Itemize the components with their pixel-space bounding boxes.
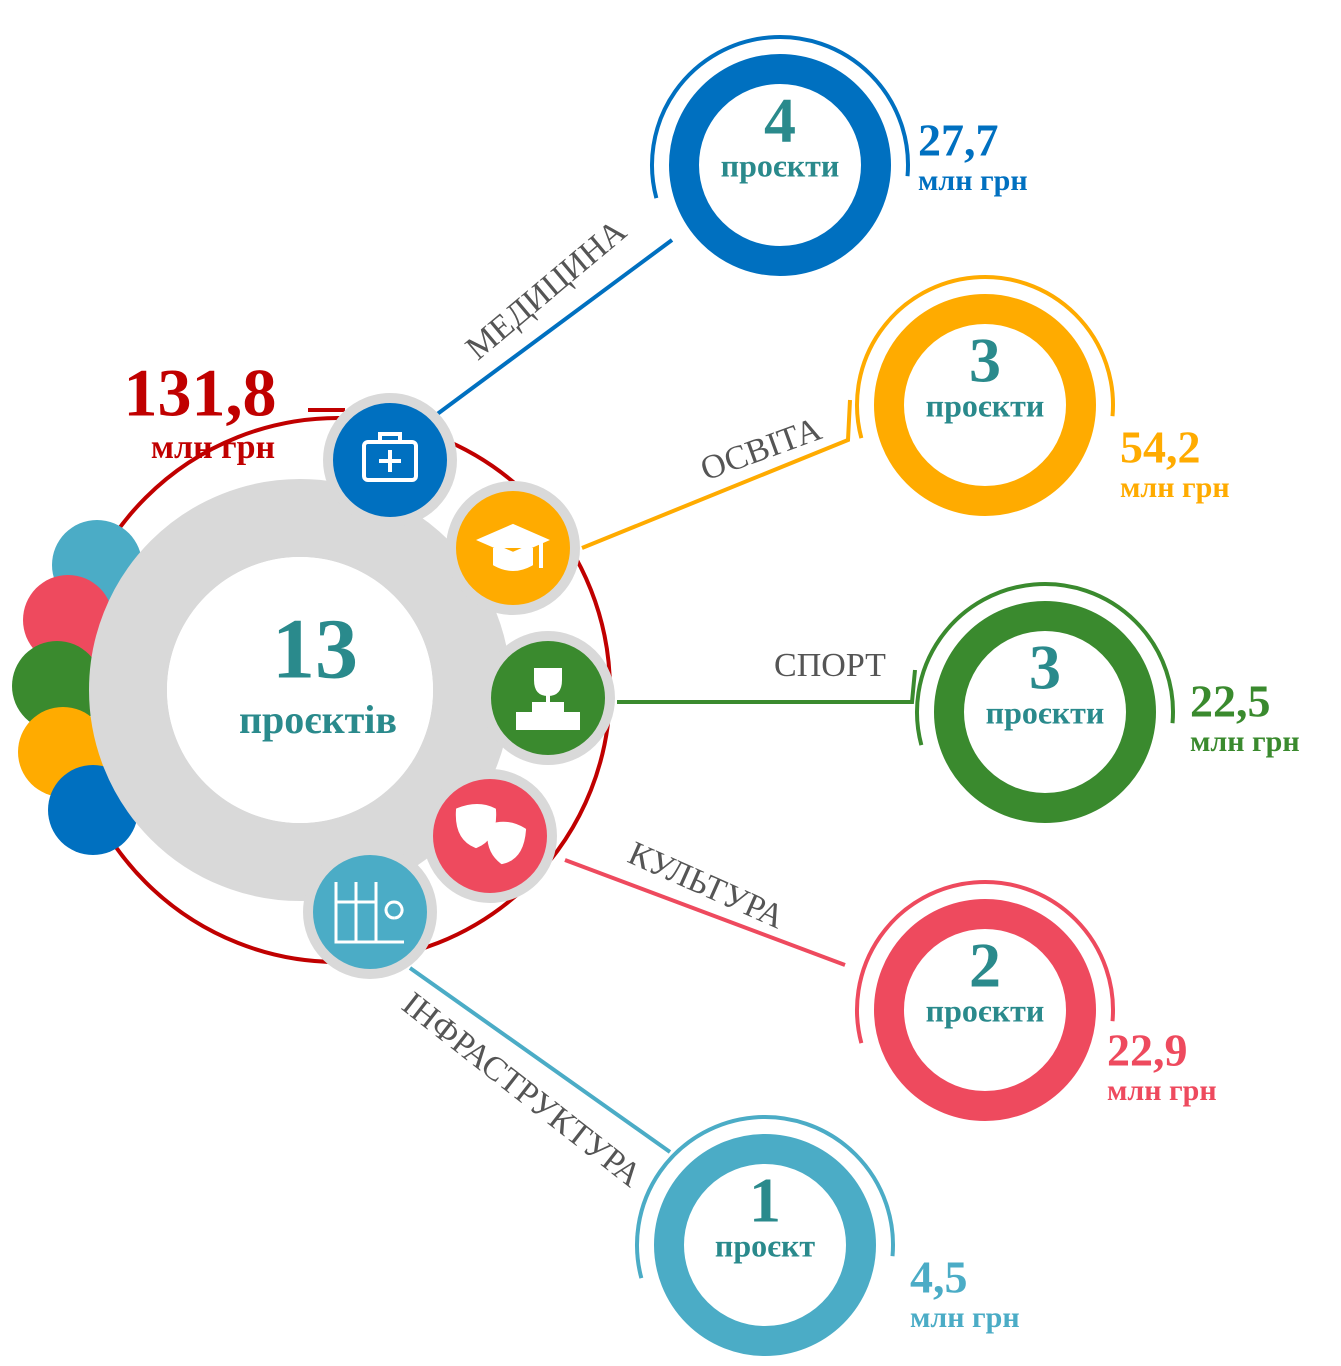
branch-unit: млн грн [910, 1301, 1020, 1334]
center-ring [89, 479, 511, 901]
center-label: проєктів [239, 697, 397, 742]
branch-ring [874, 294, 1096, 516]
branch-count: 4 [764, 85, 796, 156]
dot [12, 641, 102, 731]
branch-count-label: проєкти [986, 694, 1105, 730]
branch-amount: 54,2 [1120, 422, 1201, 473]
branch-arc [855, 880, 1115, 1044]
branch-ring [669, 54, 891, 276]
branch-amount: 22,9 [1107, 1025, 1188, 1076]
icon-shape [476, 523, 550, 571]
total-amount: 131,8 [124, 355, 277, 431]
icon [362, 432, 418, 482]
center-count: 13 [272, 601, 358, 697]
branch-amount: 4,5 [910, 1252, 968, 1303]
branch-name: СПОРТ [774, 647, 886, 684]
branch-name: КУЛЬТУРА [623, 835, 790, 937]
branch-arc [855, 275, 1115, 439]
icon-shape [362, 440, 418, 482]
branch-amount: 22,5 [1190, 676, 1271, 727]
branch-unit: млн грн [918, 164, 1028, 197]
branch-unit: млн грн [1190, 725, 1300, 758]
icon-shape [334, 882, 404, 944]
branch-ring [874, 899, 1096, 1121]
icon-shape [378, 432, 402, 472]
connector [564, 858, 846, 967]
branch-unit: млн грн [1107, 1074, 1217, 1107]
branch-ring [654, 1134, 876, 1356]
branch-count-label: проєкти [926, 992, 1045, 1028]
branch-count-label: проєкти [926, 387, 1045, 423]
branch-count: 2 [969, 930, 1001, 1001]
branch-count: 3 [1029, 632, 1061, 703]
connector [617, 669, 917, 704]
branch-count-label: проєкти [721, 147, 840, 183]
center-disc [167, 557, 433, 823]
branch-arc [915, 582, 1175, 746]
icon-badge [303, 845, 437, 979]
connector [408, 966, 672, 1154]
branch-ring [934, 601, 1156, 823]
branch-count: 1 [749, 1165, 781, 1236]
branch-unit: млн грн [1120, 471, 1230, 504]
branch-arc [635, 1115, 895, 1279]
total-unit: млн грн [151, 429, 275, 466]
connector [434, 238, 674, 417]
icon [476, 523, 550, 571]
branch-count: 3 [969, 325, 1001, 396]
icon [516, 668, 580, 730]
branch-count-label: проєкт [715, 1227, 816, 1263]
icon [334, 882, 404, 944]
branch-amount: 27,7 [918, 115, 999, 166]
icon-shape [516, 668, 580, 730]
branch-name: ІНФРАСТРУКТУРА [395, 985, 649, 1194]
icon [455, 804, 527, 865]
branch-arc [650, 35, 910, 199]
connector [581, 399, 852, 550]
icon-shape [455, 804, 527, 865]
